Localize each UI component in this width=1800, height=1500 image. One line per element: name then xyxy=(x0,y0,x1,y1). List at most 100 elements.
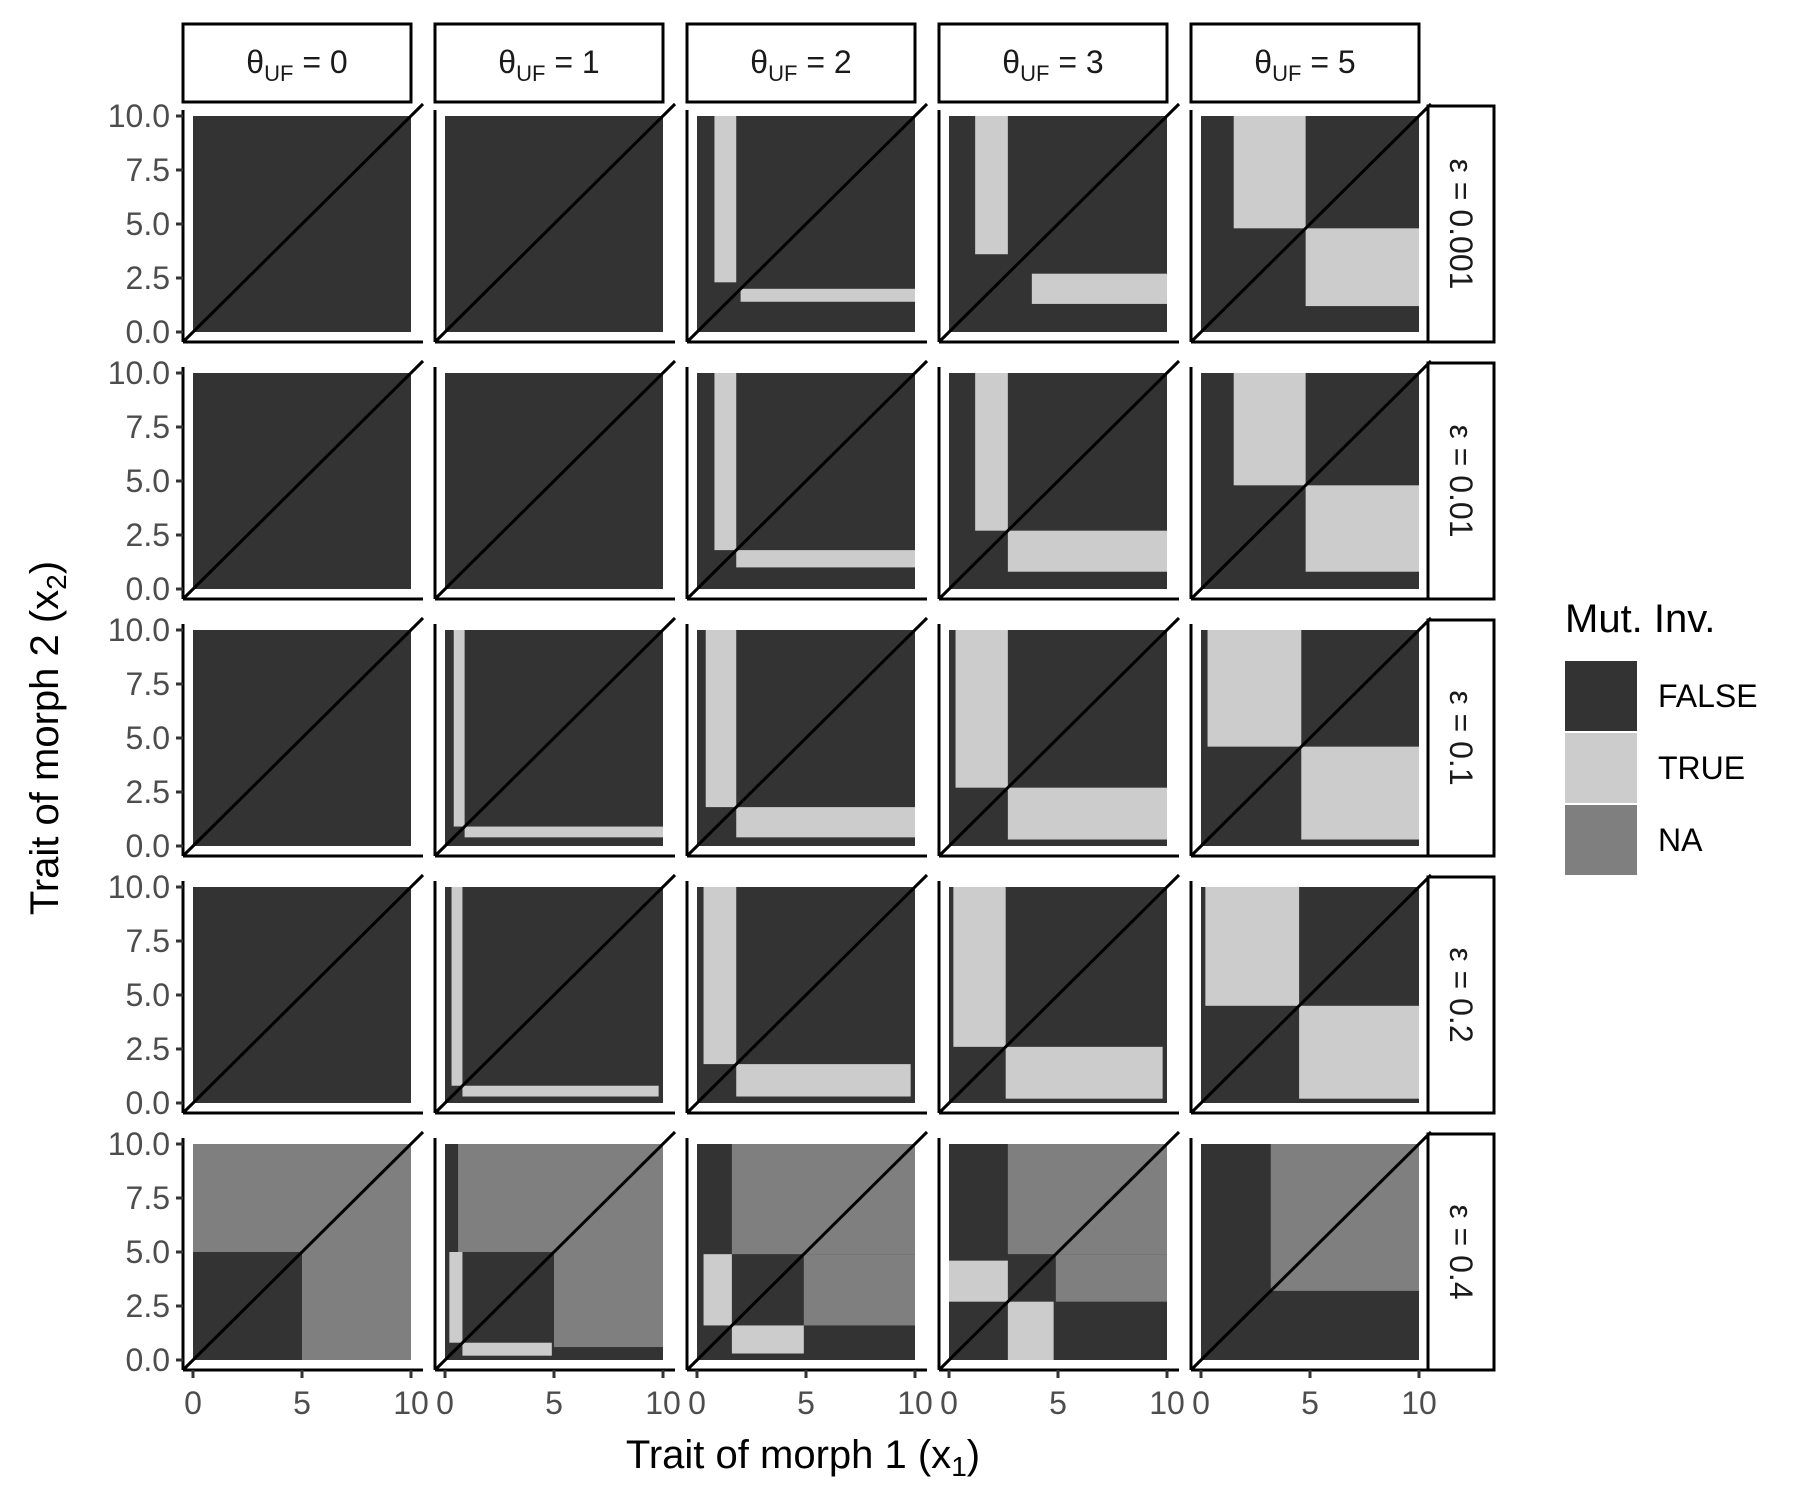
heatmap-true-region xyxy=(1007,530,1167,572)
strip-value: = 1 xyxy=(545,44,599,80)
heatmap-true-region xyxy=(1005,1046,1163,1099)
heatmap-na-region xyxy=(1055,1254,1167,1302)
column-strip-label: θUF = 1 xyxy=(498,44,599,86)
facet-panel xyxy=(181,873,425,1115)
heatmap-true-region xyxy=(731,1325,804,1354)
heatmap-true-region xyxy=(949,1260,1008,1302)
facet-panel xyxy=(1189,359,1433,601)
legend-entries: FALSE TRUE NA xyxy=(1565,661,1758,875)
heatmap-true-region xyxy=(736,807,915,838)
column-strip-label: θUF = 3 xyxy=(1002,44,1103,86)
y-tick-label: 0.0 xyxy=(126,571,170,607)
x-tick-label: 0 xyxy=(1192,1385,1210,1421)
x-tick-label: 0 xyxy=(184,1385,202,1421)
y-tick-label: 5.0 xyxy=(126,206,170,242)
strip-value: = 0 xyxy=(293,44,347,80)
row-strip-box xyxy=(1426,1132,1496,1372)
strip-value: = 2 xyxy=(797,44,851,80)
row-strips: ε = 0.001 ε = 0.01 ε = 0.1 ε = 0.2 ε = 0.4 xyxy=(1426,104,1496,1372)
facet-panel xyxy=(685,359,929,601)
y-tick-label: 10.0 xyxy=(108,98,170,134)
column-strip: θUF = 3 xyxy=(937,22,1169,104)
column-strip: θUF = 0 xyxy=(181,22,413,104)
diagonal-reference-line xyxy=(685,1130,929,1372)
row-strip-box xyxy=(1426,875,1496,1115)
row-strip-label: ε = 0.1 xyxy=(1443,690,1479,785)
legend-key xyxy=(1565,733,1637,803)
diagonal-reference-line xyxy=(181,359,425,601)
facet-panel xyxy=(685,873,929,1115)
row-strip: ε = 0.01 xyxy=(1426,361,1496,601)
legend-title: Mut. Inv. xyxy=(1565,597,1715,641)
y-axis-ticks: 0.0 2.5 5.0 7.5 10.0 0.0 2.5 5.0 7.5 10.0 0.0 2.5 5.… xyxy=(108,98,183,1378)
strip-symbol: θ xyxy=(498,44,516,80)
heatmap-true-region xyxy=(1233,373,1306,486)
strip-subscript: UF xyxy=(1020,61,1049,86)
x-tick-label: 5 xyxy=(1049,1385,1067,1421)
heatmap-true-region xyxy=(953,887,1006,1047)
column-strip-label: θUF = 5 xyxy=(1254,44,1355,86)
strip-subscript: UF xyxy=(768,61,797,86)
heatmap-true-region xyxy=(975,373,1008,531)
row-strip: ε = 0.1 xyxy=(1426,618,1496,858)
y-tick-label: 5.0 xyxy=(126,463,170,499)
strip-symbol: θ xyxy=(750,44,768,80)
facet-panel xyxy=(433,359,677,601)
facet-panel xyxy=(1189,1130,1433,1372)
facet-panel xyxy=(181,359,425,601)
facet-panel xyxy=(937,616,1181,858)
legend-key xyxy=(1565,805,1637,875)
row-strip: ε = 0.4 xyxy=(1426,1132,1496,1372)
heatmap-true-region xyxy=(1233,116,1306,229)
diagonal-reference-line xyxy=(1189,1130,1433,1372)
diagonal-reference-line xyxy=(181,1130,425,1372)
diagonal-reference-line xyxy=(433,102,677,344)
heatmap-true-region xyxy=(736,550,915,568)
diagonal-reference-line xyxy=(685,616,929,858)
facet-panel xyxy=(1189,873,1433,1115)
y-tick-label: 5.0 xyxy=(126,1234,170,1270)
legend-key xyxy=(1565,661,1637,731)
heatmap-true-region xyxy=(1007,1301,1054,1360)
column-strip-box xyxy=(181,22,413,104)
strip-symbol: θ xyxy=(1254,44,1272,80)
legend-entry-label: FALSE xyxy=(1658,678,1758,714)
diagonal-reference-line xyxy=(1189,873,1433,1115)
heatmap-true-region xyxy=(703,1254,732,1326)
column-strip: θUF = 5 xyxy=(1189,22,1421,104)
heatmap-true-region xyxy=(1207,630,1302,747)
column-strip-box xyxy=(937,22,1169,104)
heatmap-true-region xyxy=(714,373,737,551)
diagonal-reference-line xyxy=(937,359,1181,601)
heatmap-na-region xyxy=(731,1144,915,1255)
diagonal-reference-line xyxy=(685,873,929,1115)
heatmap-true-region xyxy=(740,288,915,302)
facet-panel xyxy=(685,102,929,344)
legend-entry-label: NA xyxy=(1658,822,1703,858)
y-tick-label: 5.0 xyxy=(126,720,170,756)
row-strip-box xyxy=(1426,361,1496,601)
heatmap-true-region xyxy=(703,887,737,1065)
diagonal-reference-line xyxy=(937,102,1181,344)
y-tick-label: 5.0 xyxy=(126,977,170,1013)
y-tick-label: 10.0 xyxy=(108,612,170,648)
y-tick-label: 0.0 xyxy=(126,314,170,350)
row-strip-label: ε = 0.2 xyxy=(1443,947,1479,1042)
heatmap-true-region xyxy=(462,1085,659,1097)
strip-symbol: θ xyxy=(246,44,264,80)
y-tick-label: 7.5 xyxy=(126,666,170,702)
diagonal-reference-line xyxy=(181,616,425,858)
y-tick-label: 2.5 xyxy=(126,1031,170,1067)
heatmap-true-region xyxy=(955,630,1008,788)
heatmap-na-region xyxy=(554,1252,663,1348)
heatmap-true-region xyxy=(714,116,737,283)
heatmap-true-region xyxy=(1301,746,1419,840)
diagonal-reference-line xyxy=(937,616,1181,858)
heatmap-true-region xyxy=(453,630,465,827)
facet-panel xyxy=(181,102,425,344)
facet-panel xyxy=(937,359,1181,601)
strip-value: = 3 xyxy=(1049,44,1103,80)
column-strip: θUF = 1 xyxy=(433,22,665,104)
heatmap-na-region xyxy=(803,1254,915,1326)
